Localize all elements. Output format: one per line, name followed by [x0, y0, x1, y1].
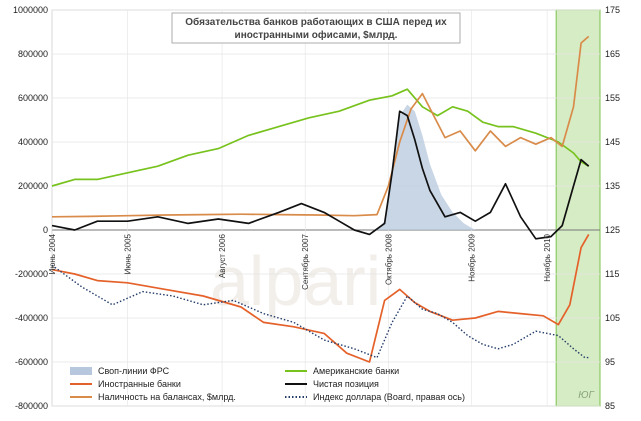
chart-title-line-2: иностранными офисами, $млрд.: [235, 29, 398, 41]
left-tick-label: 0: [43, 225, 48, 235]
watermark-text: alpari: [210, 242, 381, 320]
right-tick-label: 85: [605, 401, 615, 411]
left-tick-label: 400000: [18, 137, 48, 147]
series-dollar-line: [51, 264, 589, 359]
right-tick-label: 95: [605, 357, 615, 367]
series-layer: [51, 35, 600, 363]
highlight-region: ЮГ: [555, 9, 601, 407]
grid: [51, 9, 600, 407]
left-tick-label: -200000: [15, 269, 48, 279]
chart-title-box: Обязательства банков работающих в США пе…: [171, 12, 461, 44]
left-tick-label: 600000: [18, 93, 48, 103]
left-tick-label: -800000: [15, 401, 48, 411]
series-us_banks-line: [51, 88, 590, 187]
highlight-rect: [555, 9, 601, 407]
left-tick-label: 200000: [18, 181, 48, 191]
x-tick-label: Ноябрь 2010: [543, 233, 552, 281]
legend-swatch-swap: [70, 367, 92, 375]
highlight-label: ЮГ: [578, 390, 595, 401]
chart-title-line-1: Обязательства банков работающих в США пе…: [185, 16, 447, 28]
legend-label-swap: Своп-линии ФРС: [98, 366, 170, 376]
x-tick-label: Сентябрь 2007: [301, 233, 310, 289]
right-tick-label: 155: [605, 93, 620, 103]
legend-label-foreign_banks: Иностранные банки: [98, 379, 181, 389]
x-tick-label: Июнь 2004: [48, 233, 57, 274]
series-net-line: [51, 110, 590, 240]
right-tick-label: 125: [605, 225, 620, 235]
right-tick-label: 105: [605, 313, 620, 323]
watermark: alpari: [210, 242, 381, 320]
plot-area: [51, 9, 601, 407]
right-tick-label: 175: [605, 5, 620, 15]
title-frame: [171, 12, 461, 44]
x-tick-label: Август 2006: [218, 233, 227, 278]
legend-label-cash: Наличность на балансах, $млрд.: [98, 392, 236, 402]
series-cash-line: [51, 35, 590, 218]
left-tick-label: -600000: [15, 357, 48, 367]
legend-label-dollar: Индекс доллара (Board, правая ось): [313, 392, 465, 402]
legend-label-net: Чистая позиция: [313, 379, 379, 389]
axes: 1000000 800000 600000 400000 200000 0 -200000 -…: [13, 5, 620, 411]
left-tick-label: 800000: [18, 49, 48, 59]
right-tick-label: 145: [605, 137, 620, 147]
left-tick-label: 1000000: [13, 5, 48, 15]
right-tick-label: 135: [605, 181, 620, 191]
series-foreign_banks-line: [51, 233, 590, 363]
x-tick-label: Июнь 2005: [124, 233, 133, 274]
plot-frame: [51, 9, 601, 407]
left-tick-label: -400000: [15, 313, 48, 323]
x-tick-label: Ноябрь 2009: [468, 233, 477, 281]
right-tick-label: 115: [605, 269, 619, 279]
right-tick-label: 165: [605, 49, 620, 59]
legend: Своп-линии ФРС Американские банки Иностран…: [70, 366, 465, 402]
legend-label-us_banks: Американские банки: [313, 366, 399, 376]
x-tick-label: Октябрь 2008: [384, 233, 393, 285]
